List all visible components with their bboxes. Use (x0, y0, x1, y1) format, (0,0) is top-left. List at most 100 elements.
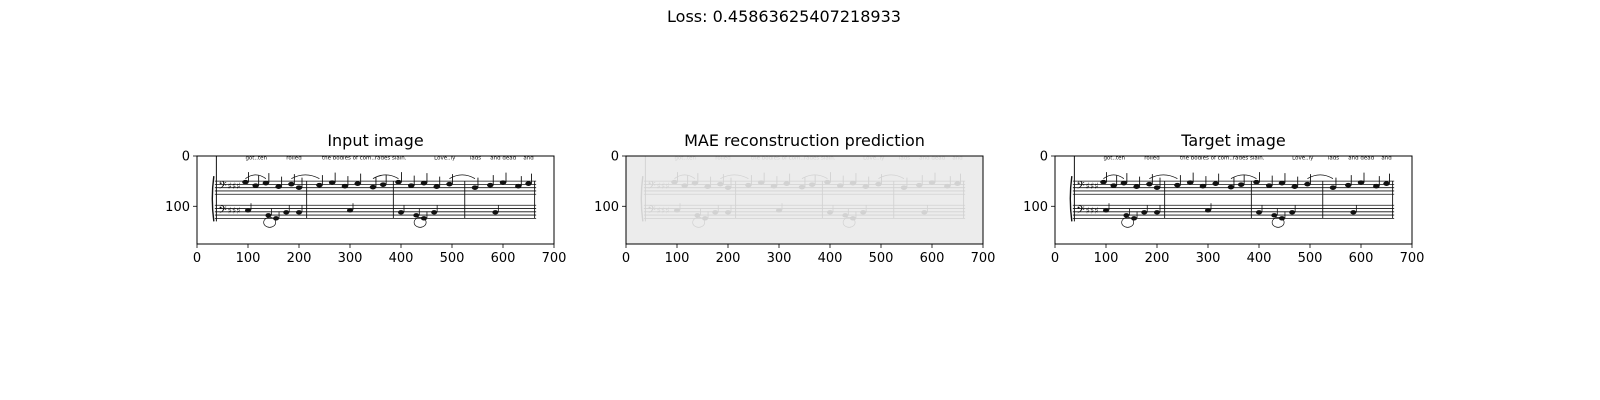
slur (1149, 174, 1178, 179)
lyric-text: rolled (1144, 156, 1159, 162)
note-head (1133, 184, 1140, 189)
note-head (671, 179, 678, 185)
lyric-text: Love..ly (434, 156, 456, 162)
note-head (1174, 182, 1181, 188)
key-signature: ♯♯♯ (228, 206, 241, 216)
brace (640, 176, 644, 222)
x-tick-label: 200 (716, 251, 741, 266)
low-note-group (1271, 217, 1285, 228)
slur (1103, 174, 1125, 179)
lyric-text: lads (470, 156, 481, 162)
x-tick-label: 0 (1051, 251, 1059, 266)
note-head (1141, 210, 1148, 215)
x-tick-label: 300 (767, 251, 792, 266)
note-head (347, 208, 353, 213)
note-head (860, 210, 867, 215)
x-tick-label: 200 (287, 251, 312, 266)
note-head (827, 210, 833, 215)
x-tick-label: 100 (1094, 251, 1119, 266)
chart-panel: 𝄢𝄢♯♯♯♯♯♯got..ten rolled the bodies of com.… (165, 131, 566, 266)
x-tick-label: 400 (1247, 251, 1272, 266)
note-head (341, 183, 349, 189)
x-tick-label: 500 (440, 251, 465, 266)
note-head (1131, 216, 1138, 221)
note-head (1291, 184, 1298, 189)
note-head (928, 180, 936, 185)
sheet-music: 𝄢𝄢♯♯♯♯♯♯got..ten rolled the bodies of com.… (211, 156, 537, 228)
note-head (471, 185, 479, 190)
key-signature: ♯♯♯ (657, 206, 670, 216)
lyric-text: and (952, 156, 962, 162)
note-head (1289, 210, 1296, 215)
lyric-text: and (1381, 156, 1391, 162)
note-head (1205, 208, 1211, 213)
note-head (1103, 208, 1109, 213)
low-note-group (1121, 217, 1135, 228)
x-tick-label: 500 (1298, 251, 1323, 266)
note-head (916, 182, 923, 188)
y-tick-label: 100 (165, 200, 190, 215)
note-head (808, 182, 816, 187)
panel-title: Input image (327, 131, 423, 150)
note-head (1146, 181, 1153, 187)
lyric-text: lads (899, 156, 910, 162)
bass-clef: 𝄢 (1076, 204, 1084, 219)
note-head (1373, 183, 1380, 189)
x-tick-label: 600 (920, 251, 945, 266)
note-head (379, 182, 387, 187)
low-note-group (842, 217, 856, 228)
note-head (702, 216, 709, 221)
slur (674, 174, 696, 179)
axes-frame (196, 155, 555, 245)
note-head (954, 181, 961, 186)
bass-clef: 𝄢 (647, 180, 655, 195)
brace (1069, 176, 1073, 222)
lyric-text: the bodies of com..rades slain. (322, 156, 407, 162)
y-tick-label: 0 (182, 150, 190, 165)
note-head (1253, 179, 1260, 185)
lyric-text: got..ten (1103, 156, 1125, 162)
lyric-text: the bodies of com..rades slain. (1180, 156, 1265, 162)
x-tick-label: 300 (1196, 251, 1221, 266)
note-head (1186, 180, 1194, 185)
slur (801, 174, 828, 179)
x-tick-label: 100 (236, 251, 261, 266)
slur (291, 174, 320, 179)
note-head (674, 208, 680, 213)
note-head (499, 180, 507, 185)
y-tick-label: 0 (1040, 150, 1048, 165)
lyric-text: the bodies of com..rades slain. (751, 156, 836, 162)
note-head (1153, 185, 1161, 190)
note-head (849, 180, 857, 186)
panel-title: MAE reconstruction prediction (684, 131, 925, 150)
note-head (1350, 210, 1357, 215)
lyric-text: and dead (490, 156, 516, 162)
note-head (515, 183, 522, 189)
key-signature: ♯♯♯ (1086, 182, 1099, 192)
note-head (413, 213, 420, 218)
lyric-text: Love..ly (863, 156, 885, 162)
slur (720, 174, 749, 179)
slur (1307, 174, 1334, 179)
slur (245, 174, 267, 179)
x-tick-label: 600 (491, 251, 516, 266)
bass-clef: 𝄢 (218, 180, 226, 195)
note-head (1266, 183, 1273, 188)
note-head (1329, 185, 1337, 190)
axes-frame (1054, 155, 1413, 245)
note-head (681, 183, 688, 188)
note-head (288, 181, 295, 187)
note-head (1237, 182, 1245, 187)
chart-panel: 𝄢𝄢♯♯♯♯♯♯got..ten rolled the bodies of com.… (1023, 131, 1424, 266)
note-head (757, 180, 765, 185)
note-head (408, 183, 415, 188)
note-head (1271, 213, 1278, 218)
lyric-text: rolled (715, 156, 730, 162)
note-head (900, 185, 908, 190)
note-head (1154, 210, 1160, 215)
note-head (944, 183, 951, 189)
chart-panel: 𝄢𝄢♯♯♯♯♯♯got..ten rolled the bodies of com.… (594, 131, 995, 266)
note-head (316, 182, 323, 188)
x-tick-label: 0 (193, 251, 201, 266)
